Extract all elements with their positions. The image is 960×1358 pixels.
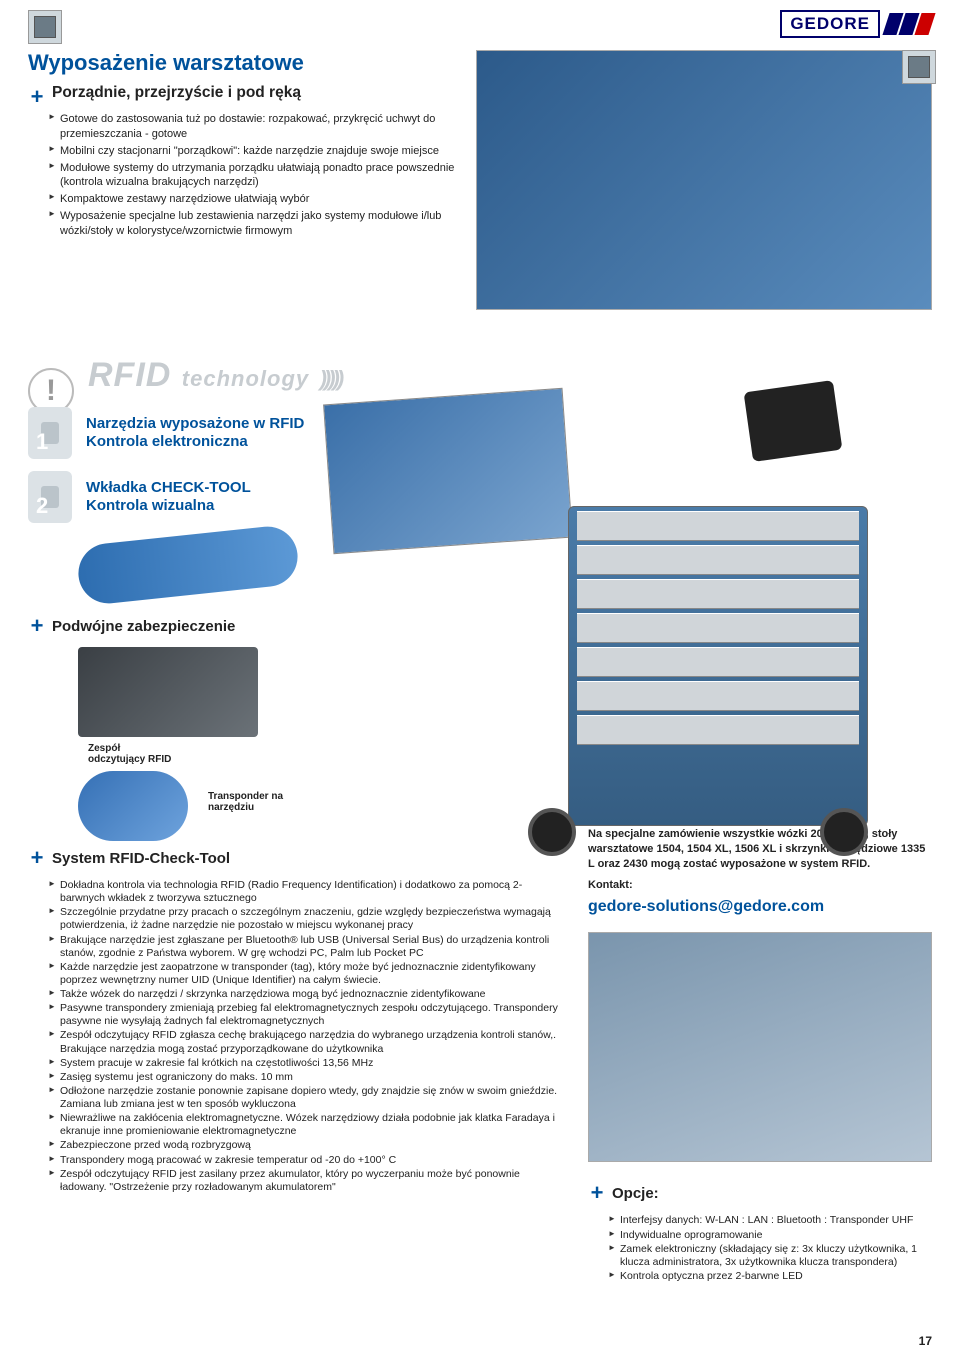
plus-icon: +	[28, 845, 46, 871]
bullet: Odłożone narzędzie zostanie ponownie zap…	[48, 1085, 558, 1111]
badge-2: 2	[28, 471, 72, 523]
bullet: Kontrola optyczna przez 2-barwne LED	[608, 1270, 932, 1283]
category-icon-top-right	[902, 50, 936, 84]
contact-email: gedore-solutions@gedore.com	[588, 898, 932, 916]
plus-icon: +	[28, 84, 46, 110]
rfid-item1-title: Narzędzia wyposażone w RFID Kontrola ele…	[86, 415, 304, 451]
plus-icon: +	[28, 613, 46, 639]
plus-icon: +	[588, 1180, 606, 1206]
badge-1: 1	[28, 407, 72, 459]
bullet: Zespół odczytujący RFID zgłasza cechę br…	[48, 1029, 558, 1055]
bullet: Zabezpieczone przed wodą rozbryzgową	[48, 1139, 558, 1152]
checktool-pen-image	[75, 524, 300, 607]
options-heading: Opcje:	[612, 1185, 659, 1202]
page-number: 17	[919, 1334, 932, 1348]
bullet: Pasywne transpondery zmieniają przebieg …	[48, 1002, 558, 1028]
dual-security-heading: Podwójne zabezpieczenie	[52, 618, 235, 635]
system-heading: System RFID-Check-Tool	[52, 850, 230, 867]
bullet: System pracuje w zakresie fal krótkich n…	[48, 1057, 558, 1070]
category-icon-top-left	[28, 10, 62, 44]
options-bullets: Interfejsy danych: W-LAN : LAN : Bluetoo…	[588, 1214, 932, 1283]
intro-bullets: Gotowe do zastosowania tuż po dostawie: …	[28, 112, 458, 239]
bullet: Niewrażliwe na zakłócenia elektromagnety…	[48, 1112, 558, 1138]
bullet: Brakujące narzędzie jest zgłaszane per B…	[48, 934, 558, 960]
tool-cart-image	[518, 386, 878, 856]
bullet: Kompaktowe zestawy narzędziowe ułatwiają…	[48, 192, 458, 207]
bullet: Mobilni czy stacjonarni "porządkowi": ka…	[48, 144, 458, 159]
bullet: Indywidualne oprogramowanie	[608, 1229, 932, 1242]
brand-logo: GEDORE	[780, 10, 932, 38]
bullet: Zasięg systemu jest ograniczony do maks.…	[48, 1071, 558, 1084]
page-subtitle: Porządnie, przejrzyście i pod ręką	[52, 84, 301, 102]
bullet: Szczególnie przydatne przy pracach o szc…	[48, 906, 558, 932]
page-title: Wyposażenie warsztatowe	[28, 50, 458, 76]
transponder-image	[78, 771, 188, 841]
bullet: Transpondery mogą pracować w zakresie te…	[48, 1154, 558, 1167]
rfid-logo: RFID technology )))))	[88, 356, 341, 394]
bullet: Zamek elektroniczny (składający się z: 3…	[608, 1243, 932, 1269]
rfid-reader-image	[78, 647, 258, 737]
bullet: Każde narzędzie jest zaopatrzone w trans…	[48, 961, 558, 987]
workstation-image	[588, 932, 932, 1162]
contact-label: Kontakt:	[588, 878, 932, 893]
bullet: Wyposażenie specjalne lub zestawienia na…	[48, 209, 458, 239]
bullet: Zespół odczytujący RFID jest zasilany pr…	[48, 1168, 558, 1194]
rfid-item2-title: Wkładka CHECK-TOOL Kontrola wizualna	[86, 479, 251, 515]
bullet: Interfejsy danych: W-LAN : LAN : Bluetoo…	[608, 1214, 932, 1227]
bullet: Modułowe systemy do utrzymania porządku …	[48, 161, 458, 191]
hero-photo	[476, 50, 932, 310]
bullet: Dokładna kontrola via technologia RFID (…	[48, 879, 558, 905]
system-bullets: Dokładna kontrola via technologia RFID (…	[28, 879, 558, 1194]
bullet: Także wózek do narzędzi / skrzynka narzę…	[48, 988, 558, 1001]
bullet: Gotowe do zastosowania tuż po dostawie: …	[48, 112, 458, 142]
brand-name: GEDORE	[780, 10, 880, 38]
